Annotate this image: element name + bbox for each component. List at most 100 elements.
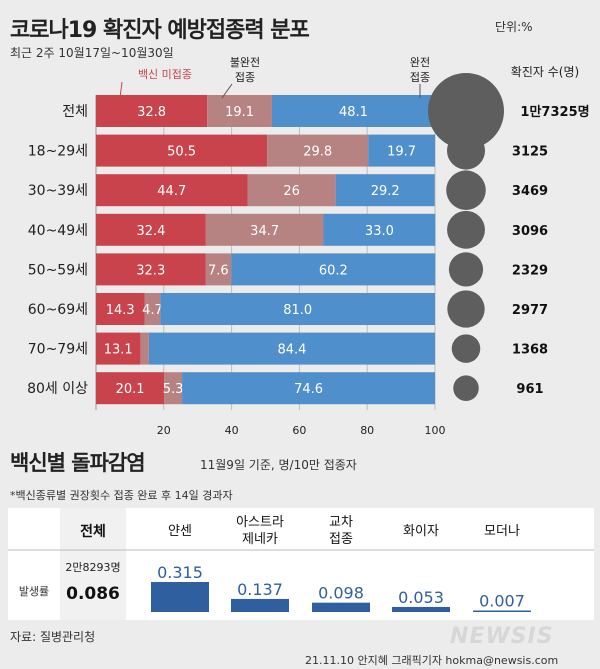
legend-unvaccinated: 백신 미접종 <box>138 68 192 81</box>
legend-complete-line1: 완전 <box>410 56 430 69</box>
category-label: 80세 이상 <box>27 381 88 397</box>
data-label: 14.3 <box>106 303 135 318</box>
count-bubble <box>451 334 481 363</box>
data-label: 29.2 <box>371 184 400 199</box>
bar-segment <box>164 372 183 405</box>
data-label: 60.2 <box>319 263 348 278</box>
count-label: 3096 <box>512 224 548 239</box>
bar-segment <box>96 253 206 286</box>
data-label: 19.1 <box>225 105 254 120</box>
breakthrough-bar <box>312 602 370 612</box>
breakthrough-value: 0.315 <box>157 563 203 582</box>
x-tick-label: 40 <box>225 424 239 437</box>
data-label: 7.6 <box>208 263 229 278</box>
category-label: 60~69세 <box>28 302 88 318</box>
x-tick-label: 20 <box>157 424 171 437</box>
count-bubble <box>447 210 485 249</box>
count-label: 1만7325명 <box>520 104 589 120</box>
bar-segment <box>231 253 436 286</box>
category-label: 전체 <box>62 104 88 120</box>
data-label: 26 <box>283 184 300 199</box>
legend-unvaccinated-leader <box>119 81 123 99</box>
count-label: 1368 <box>512 343 548 358</box>
data-label: 44.7 <box>157 184 186 199</box>
vaccine-header: 교차 <box>329 515 353 530</box>
breakthrough-value: 0.098 <box>318 584 364 603</box>
count-bubble <box>446 131 486 170</box>
bar-segment <box>271 95 435 127</box>
bar-segment <box>247 174 336 207</box>
breakthrough-bar <box>473 610 531 612</box>
bar-segment <box>140 332 149 365</box>
data-label: 34.7 <box>250 224 279 239</box>
bar-segment <box>96 332 141 365</box>
chart1-title: 코로나19 확진자 예방접종력 분포 <box>10 18 310 43</box>
bar-segment <box>96 174 248 207</box>
chart1-subtitle: 최근 2주 10월17일~10월30일 <box>10 46 174 60</box>
data-label: 4.7 <box>142 303 163 318</box>
x-tick-label: 60 <box>292 424 306 437</box>
bar-segment <box>335 174 435 207</box>
chart1-unit: 단위:% <box>495 20 533 34</box>
legend-partial-line2: 접종 <box>235 71 255 84</box>
bar-segment <box>205 253 232 286</box>
count-label: 2977 <box>512 303 548 318</box>
count-bubble <box>428 73 504 149</box>
bar-segment <box>144 293 161 325</box>
bar-segment <box>96 213 206 246</box>
data-label: 20.1 <box>116 382 145 397</box>
data-label: 13.1 <box>104 343 133 358</box>
breakthrough-value: 0.053 <box>398 588 444 607</box>
data-label: 81.0 <box>283 303 312 318</box>
chart2-subtitle: 11월9일 기준, 명/10만 접종자 <box>200 458 357 472</box>
category-label: 40~49세 <box>28 223 88 239</box>
data-label: 33.0 <box>365 224 394 239</box>
bar-segment <box>182 372 435 405</box>
bar-segment <box>96 293 145 325</box>
bar-segment <box>96 95 208 127</box>
category-label: 30~39세 <box>28 183 88 199</box>
breakthrough-value: 0.137 <box>237 580 283 599</box>
count-bubble <box>448 252 484 287</box>
count-bubble <box>447 290 485 328</box>
row-label: 발생률 <box>19 585 49 598</box>
bar-segment <box>323 213 436 246</box>
data-label: 5.3 <box>163 382 184 397</box>
bar-segment <box>207 95 272 127</box>
bar-segment <box>368 134 435 167</box>
data-label: 32.4 <box>136 224 165 239</box>
data-label: 74.6 <box>294 382 323 397</box>
credit: 21.11.10 안지혜 그래픽기자 hokma@newsis.com <box>305 654 559 667</box>
count-label: 3125 <box>512 145 548 160</box>
chart2-note: *백신종류별 권장횟수 접종 완료 후 14일 경과자 <box>10 489 233 502</box>
data-label: 32.8 <box>137 105 166 120</box>
category-label: 70~79세 <box>28 342 88 358</box>
total-value: 0.086 <box>66 584 120 604</box>
newsis-watermark: NEWSIS <box>450 624 554 649</box>
legend-partial-leader <box>221 83 233 99</box>
source: 자료: 질병관리청 <box>10 630 96 644</box>
bar-segment <box>96 372 165 405</box>
vaccine-header: 모더나 <box>484 524 520 539</box>
data-label: 50.5 <box>167 145 196 160</box>
bar-segment <box>96 134 268 167</box>
vaccine-header: 접종 <box>329 532 353 547</box>
breakthrough-bar <box>151 582 209 612</box>
legend-complete-line2: 접종 <box>410 71 430 84</box>
count-header: 확진자 수(명) <box>511 65 579 79</box>
category-label: 18~29세 <box>28 144 88 160</box>
breakthrough-value: 0.007 <box>479 592 525 611</box>
bar-segment <box>148 332 435 365</box>
vaccine-header: 아스트라 <box>236 515 284 530</box>
count-label: 2329 <box>512 263 548 278</box>
count-label: 3469 <box>512 184 548 199</box>
vaccine-header: 얀센 <box>168 524 192 539</box>
bar-segment <box>160 293 435 325</box>
data-label: 29.8 <box>303 145 332 160</box>
stacked-bar-chart: 전체 32.8 19.1 48.1 18~29세 50.5 29.8 19.7 30~39세 44… <box>27 56 589 437</box>
vaccine-header: 제네카 <box>242 532 278 547</box>
bar-segment <box>205 213 324 246</box>
data-label: 32.3 <box>136 263 165 278</box>
data-label: 19.7 <box>387 145 416 160</box>
